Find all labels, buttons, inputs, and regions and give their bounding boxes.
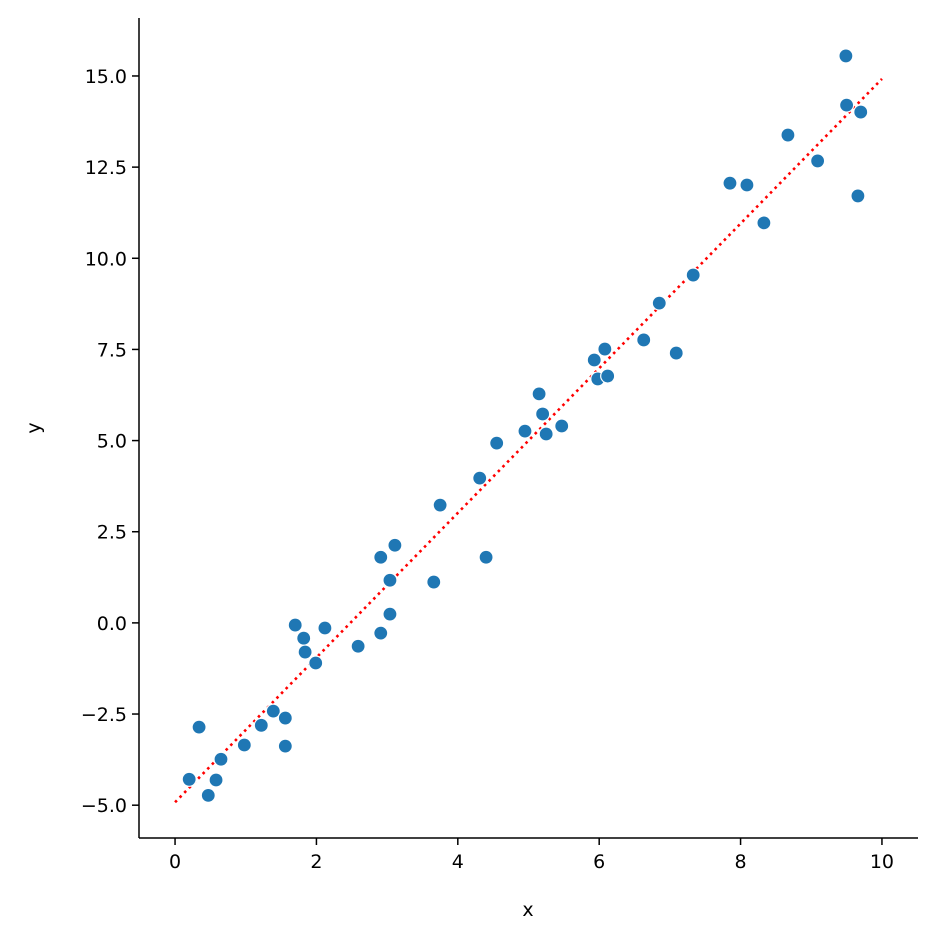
point	[277, 710, 293, 726]
point	[722, 175, 738, 191]
y-tick-label: −5.0	[81, 795, 127, 817]
y-tick-label: −2.5	[81, 704, 127, 726]
point	[236, 737, 252, 753]
point	[685, 267, 701, 283]
point	[265, 703, 281, 719]
point	[308, 655, 324, 671]
point	[181, 771, 197, 787]
point	[478, 549, 494, 565]
x-tick-label: 6	[593, 851, 605, 873]
x-tick-label: 8	[735, 851, 747, 873]
point	[554, 418, 570, 434]
point	[382, 572, 398, 588]
y-tick-label: 2.5	[97, 522, 127, 544]
point	[597, 341, 613, 357]
point	[850, 188, 866, 204]
point	[296, 630, 312, 646]
point	[213, 751, 229, 767]
point	[780, 127, 796, 143]
point	[277, 738, 293, 754]
point	[839, 97, 855, 113]
point	[853, 104, 869, 120]
point	[810, 153, 826, 169]
y-tick-label: 10.0	[85, 248, 127, 270]
point	[838, 48, 854, 64]
point	[636, 332, 652, 348]
y-tick-label: 7.5	[97, 339, 127, 361]
y-axis-label: y	[23, 422, 45, 433]
x-axis-label: x	[522, 899, 533, 921]
y-tick-label: 0.0	[97, 613, 127, 635]
x-tick-label: 0	[169, 851, 181, 873]
point	[472, 470, 488, 486]
y-tick-label: 15.0	[85, 66, 127, 88]
point	[191, 719, 207, 735]
x-tick-label: 10	[870, 851, 894, 873]
point	[200, 787, 216, 803]
point	[535, 406, 551, 422]
point	[651, 295, 667, 311]
point	[287, 617, 303, 633]
point	[373, 625, 389, 641]
point	[387, 537, 403, 553]
point	[756, 215, 772, 231]
point	[600, 368, 616, 384]
point	[531, 386, 547, 402]
point	[489, 435, 505, 451]
y-tick-label: 5.0	[97, 431, 127, 453]
point	[432, 497, 448, 513]
point	[739, 177, 755, 193]
point	[297, 644, 313, 660]
point	[517, 423, 533, 439]
point	[253, 717, 269, 733]
x-tick-label: 2	[310, 851, 322, 873]
point	[373, 549, 389, 565]
fit-line	[174, 77, 883, 804]
point	[538, 426, 554, 442]
point	[586, 352, 602, 368]
y-tick-label: 12.5	[85, 157, 127, 179]
point	[350, 638, 366, 654]
point	[208, 772, 224, 788]
point	[668, 345, 684, 361]
point	[382, 606, 398, 622]
x-tick-label: 4	[452, 851, 464, 873]
point	[317, 620, 333, 636]
point	[426, 574, 442, 590]
